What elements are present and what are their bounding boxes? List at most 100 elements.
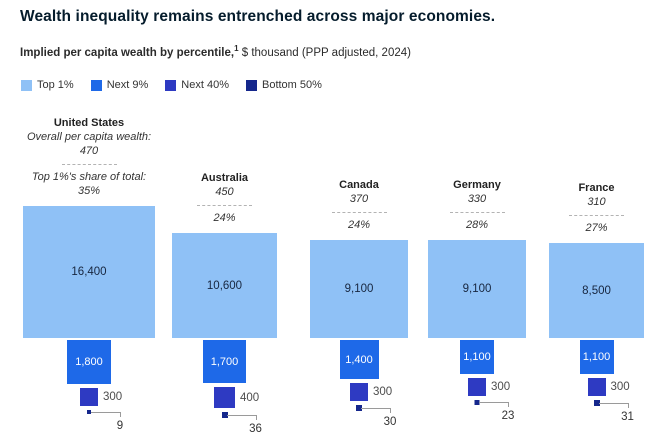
square-next40 bbox=[468, 378, 486, 396]
top1-share-value: 35% bbox=[77, 185, 101, 197]
square-next9-value: 1,700 bbox=[210, 355, 239, 368]
square-next40 bbox=[587, 378, 606, 396]
column-header-block: Germany 330 28% 9,100 bbox=[428, 110, 526, 338]
legend: Top 1% Next 9% Next 40% Bottom 50% bbox=[21, 79, 322, 91]
square-next40-value: 300 bbox=[373, 386, 393, 398]
country-name: Australia bbox=[200, 172, 249, 184]
square-bottom50-value: 36 bbox=[249, 423, 262, 435]
column-header-block: United States Overall per capita wealth:… bbox=[23, 110, 155, 338]
chart-area: United States Overall per capita wealth:… bbox=[0, 110, 644, 438]
subtitle-rest: $ thousand (PPP adjusted, 2024) bbox=[238, 46, 411, 59]
square-next40-row: 300 bbox=[587, 378, 630, 396]
overall-wealth-value: 330 bbox=[467, 193, 487, 205]
top1-share-value: 24% bbox=[213, 212, 236, 224]
legend-swatch-bottom50 bbox=[245, 79, 257, 91]
square-next9: 1,400 bbox=[339, 340, 379, 379]
chart-subtitle: Implied per capita wealth by percentile,… bbox=[20, 44, 411, 59]
square-bottom50 bbox=[87, 410, 91, 414]
overall-wealth-value: 470 bbox=[79, 145, 99, 157]
square-top1: 8,500 bbox=[549, 243, 644, 338]
square-top1-value: 9,100 bbox=[462, 283, 492, 295]
square-next40-row: 300 bbox=[80, 388, 122, 406]
square-bottom50 bbox=[356, 405, 362, 411]
square-next40 bbox=[214, 387, 235, 408]
leader-line bbox=[361, 408, 391, 413]
square-next40-row: 300 bbox=[350, 383, 392, 401]
top1-share-value: 24% bbox=[347, 219, 371, 231]
square-bottom50 bbox=[221, 412, 228, 418]
legend-label: Top 1% bbox=[37, 79, 74, 91]
legend-item-next40: Next 40% bbox=[165, 79, 229, 91]
dashed-divider bbox=[61, 164, 117, 165]
square-next9: 1,800 bbox=[67, 340, 111, 384]
square-next40 bbox=[350, 383, 368, 401]
square-next9-value: 1,100 bbox=[582, 351, 611, 363]
square-next9: 1,100 bbox=[460, 340, 494, 374]
dashed-divider bbox=[449, 212, 505, 213]
dashed-divider bbox=[569, 215, 624, 216]
square-next40-value: 300 bbox=[103, 391, 123, 403]
column-germany: Germany 330 28% 9,100 1,100 300 23 bbox=[428, 110, 526, 430]
square-top1-value: 16,400 bbox=[71, 266, 107, 278]
legend-swatch-next9 bbox=[90, 79, 102, 91]
square-next9-value: 1,400 bbox=[345, 353, 373, 366]
overall-wealth-value: 450 bbox=[215, 186, 234, 198]
square-bottom50-row: 30 bbox=[310, 405, 408, 435]
square-bottom50-row: 9 bbox=[23, 410, 155, 438]
legend-swatch-top1 bbox=[21, 79, 32, 91]
square-next40-value: 300 bbox=[610, 381, 630, 393]
leader-line bbox=[598, 403, 629, 408]
legend-label: Next 9% bbox=[106, 79, 149, 91]
square-next9-value: 1,100 bbox=[463, 351, 491, 363]
square-bottom50-value: 23 bbox=[501, 410, 515, 422]
column-canada: Canada 370 24% 9,100 1,400 300 30 bbox=[310, 110, 408, 435]
country-name: Germany bbox=[453, 179, 501, 191]
square-top1-value: 9,100 bbox=[344, 283, 374, 295]
top1-share-value: 27% bbox=[585, 222, 608, 234]
country-name: Canada bbox=[339, 179, 379, 191]
chart-title: Wealth inequality remains entrenched acr… bbox=[20, 8, 496, 25]
column-australia: Australia 450 24% 10,600 1,700 400 36 bbox=[172, 110, 277, 438]
legend-label: Next 40% bbox=[181, 79, 229, 91]
square-bottom50-row: 36 bbox=[172, 412, 277, 438]
column-header-block: Australia 450 24% 10,600 bbox=[172, 110, 277, 338]
square-top1: 16,400 bbox=[23, 206, 155, 338]
square-bottom50 bbox=[593, 400, 600, 406]
legend-item-next9: Next 9% bbox=[90, 79, 149, 91]
dashed-divider bbox=[331, 212, 387, 213]
leader-line bbox=[226, 415, 257, 420]
legend-label: Bottom 50% bbox=[261, 79, 322, 91]
column-france: France 310 27% 8,500 1,100 300 31 bbox=[549, 110, 644, 430]
square-bottom50-value: 9 bbox=[116, 420, 124, 432]
top1-share-value: 28% bbox=[465, 219, 489, 231]
column-header-block: France 310 27% 8,500 bbox=[549, 110, 644, 338]
country-name: United States bbox=[53, 117, 125, 129]
square-top1-value: 10,600 bbox=[206, 279, 243, 292]
square-top1: 10,600 bbox=[172, 233, 277, 338]
square-bottom50 bbox=[474, 400, 480, 405]
legend-item-top1: Top 1% bbox=[21, 79, 74, 91]
square-next40-row: 400 bbox=[214, 387, 259, 408]
overall-wealth-value: 370 bbox=[349, 193, 369, 205]
square-bottom50-value: 31 bbox=[621, 411, 634, 423]
column-united-states: United States Overall per capita wealth:… bbox=[23, 110, 155, 438]
square-next9-value: 1,800 bbox=[75, 356, 103, 368]
top1-share-label: Top 1%'s share of total: bbox=[31, 171, 147, 183]
legend-swatch-next40 bbox=[165, 79, 177, 91]
square-top1: 9,100 bbox=[428, 240, 526, 338]
square-next40-value: 400 bbox=[240, 391, 260, 404]
column-header-block: Canada 370 24% 9,100 bbox=[310, 110, 408, 338]
dashed-divider bbox=[197, 205, 252, 206]
country-name: France bbox=[578, 182, 615, 194]
square-bottom50-row: 31 bbox=[549, 400, 644, 430]
square-next40-row: 300 bbox=[468, 378, 510, 396]
square-next40-value: 300 bbox=[491, 381, 511, 393]
square-bottom50-value: 30 bbox=[383, 416, 397, 428]
legend-item-bottom50: Bottom 50% bbox=[245, 79, 322, 91]
leader-line bbox=[91, 412, 121, 417]
square-next9: 1,700 bbox=[203, 340, 246, 383]
square-bottom50-row: 23 bbox=[428, 400, 526, 430]
subtitle-bold: Implied per capita wealth by percentile, bbox=[20, 46, 235, 59]
footnote-marker: 1 bbox=[234, 44, 239, 53]
square-next9: 1,100 bbox=[579, 340, 614, 374]
